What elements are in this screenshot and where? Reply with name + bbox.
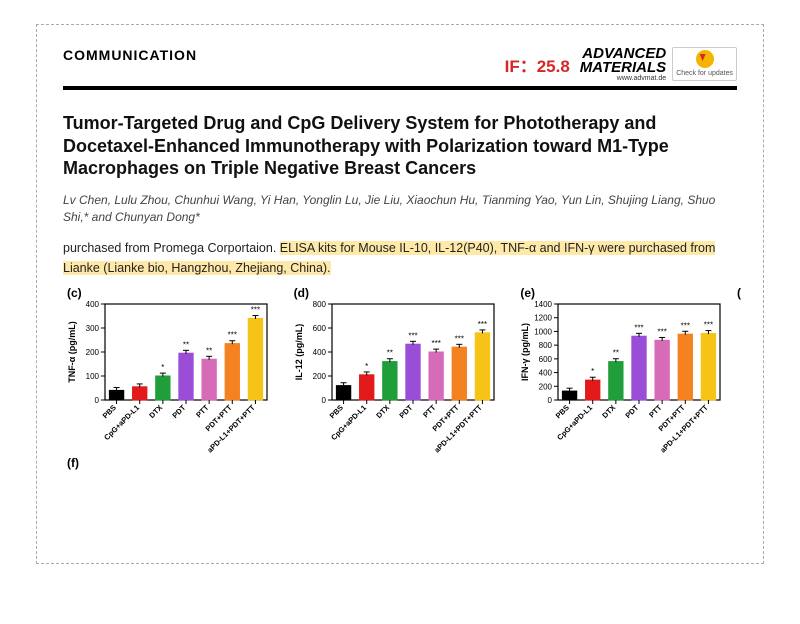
section-label: COMMUNICATION [63, 47, 197, 63]
trailing-paren: ( [737, 286, 741, 300]
svg-text:***: *** [704, 321, 713, 330]
chart-e-svg: 0 200 400 600 800 1000 1200 1400 IFN-γ (pg/mL) PB… [516, 288, 726, 456]
svg-text:200: 200 [86, 348, 100, 357]
impact-factor: IF：25.8 [505, 52, 570, 77]
svg-text:PDT: PDT [624, 403, 641, 420]
journal-name-bottom: MATERIALS [580, 59, 666, 76]
svg-text:DTX: DTX [374, 403, 391, 420]
panel-d-label: (d) [294, 286, 309, 300]
pre-text: purchased from Promega Corportaion. [63, 241, 280, 255]
svg-text:1200: 1200 [535, 314, 553, 323]
svg-text:***: *** [431, 339, 440, 348]
svg-text:300: 300 [86, 324, 100, 333]
svg-text:***: *** [251, 306, 260, 315]
svg-text:**: ** [206, 346, 212, 355]
panel-f-label: (f) [67, 456, 737, 470]
svg-text:***: *** [454, 334, 463, 343]
svg-text:400: 400 [539, 369, 553, 378]
panel-c: (c) 0100200300400TNF-α (pg/mL)PBSCpG+aPD… [63, 288, 284, 456]
svg-text:400: 400 [312, 348, 326, 357]
highlighted-text: purchased from Promega Corportaion. ELIS… [63, 239, 737, 278]
panel-e: (e) ( 0200400600800100012001400IFN-γ (pg… [516, 288, 737, 456]
svg-text:***: *** [477, 320, 486, 329]
svg-text:***: *** [635, 323, 644, 332]
svg-text:PDT: PDT [397, 403, 414, 420]
crossmark-icon [696, 50, 714, 68]
svg-text:800: 800 [312, 300, 326, 309]
svg-text:PBS: PBS [101, 403, 118, 420]
svg-text:PDT: PDT [170, 403, 187, 420]
header: COMMUNICATION IF：25.8 ADVANCED MATERIALS… [63, 47, 737, 90]
journal-logo: ADVANCED MATERIALS www.advmat.de [580, 47, 666, 82]
svg-text:**: ** [613, 349, 619, 358]
svg-text:PTT: PTT [421, 403, 438, 420]
svg-text:400: 400 [86, 300, 100, 309]
svg-text:600: 600 [312, 324, 326, 333]
svg-text:***: *** [658, 328, 667, 337]
svg-text:PBS: PBS [327, 403, 344, 420]
svg-text:***: *** [228, 331, 237, 340]
svg-text:*: * [591, 367, 594, 376]
svg-text:200: 200 [312, 372, 326, 381]
svg-text:*: * [365, 362, 368, 371]
check-updates-badge[interactable]: Check for updates [672, 47, 737, 81]
paper-page: COMMUNICATION IF：25.8 ADVANCED MATERIALS… [36, 24, 764, 564]
svg-text:**: ** [386, 349, 392, 358]
author-list: Lv Chen, Lulu Zhou, Chunhui Wang, Yi Han… [63, 192, 737, 226]
svg-text:800: 800 [539, 341, 553, 350]
svg-text:0: 0 [95, 396, 100, 405]
svg-text:***: *** [681, 321, 690, 330]
svg-text:**: ** [183, 340, 189, 349]
chart-d-svg: 0200400600800IL-12 (pg/mL)PBS*CpG+aPD-L1… [290, 288, 500, 456]
header-right: IF：25.8 ADVANCED MATERIALS www.advmat.de… [505, 47, 737, 82]
panel-e-label: (e) [520, 286, 535, 300]
svg-text:TNF-α (pg/mL): TNF-α (pg/mL) [67, 321, 77, 383]
svg-text:0: 0 [548, 396, 553, 405]
svg-text:IFN-γ (pg/mL): IFN-γ (pg/mL) [520, 323, 530, 381]
svg-text:***: *** [408, 331, 417, 340]
svg-text:1400: 1400 [535, 300, 553, 309]
chart-c-svg: 0100200300400TNF-α (pg/mL)PBSCpG+aPD-L1*… [63, 288, 273, 456]
svg-text:100: 100 [86, 372, 100, 381]
svg-text:PTT: PTT [648, 403, 665, 420]
panel-d: (d) 0200400600800IL-12 (pg/mL)PBS*CpG+aP… [290, 288, 511, 456]
svg-text:IL-12 (pg/mL): IL-12 (pg/mL) [294, 324, 304, 381]
journal-url: www.advmat.de [580, 76, 666, 82]
panel-c-label: (c) [67, 286, 82, 300]
svg-text:*: * [161, 363, 164, 372]
svg-text:DTX: DTX [601, 403, 618, 420]
svg-text:600: 600 [539, 355, 553, 364]
svg-text:0: 0 [321, 396, 326, 405]
svg-text:PTT: PTT [194, 403, 211, 420]
svg-text:1000: 1000 [535, 328, 553, 337]
figure-panels: (c) 0100200300400TNF-α (pg/mL)PBSCpG+aPD… [63, 288, 737, 456]
svg-text:200: 200 [539, 382, 553, 391]
article-title: Tumor-Targeted Drug and CpG Delivery Sys… [63, 112, 737, 180]
svg-text:DTX: DTX [147, 403, 164, 420]
svg-text:PBS: PBS [554, 403, 571, 420]
check-updates-text: Check for updates [676, 70, 733, 77]
